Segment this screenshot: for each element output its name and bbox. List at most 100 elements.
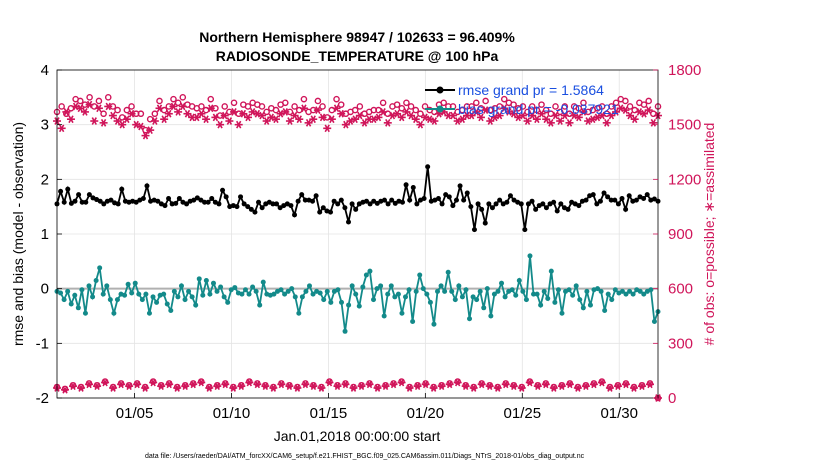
y-tick-label-right: 900 (668, 226, 693, 243)
rmse-point (425, 164, 431, 170)
obs-assimilated-marker (393, 109, 402, 118)
bias-point (321, 297, 327, 303)
obs-assimilated-marker (469, 384, 478, 392)
obs-assimilated-marker (213, 382, 222, 391)
bias-point (346, 302, 352, 308)
bias-point (399, 310, 405, 316)
rmse-point (601, 190, 607, 196)
obs-assimilated-marker (429, 384, 438, 392)
obs-possible-marker (582, 381, 590, 389)
obs-assimilated-marker (229, 384, 238, 392)
rmse-point (576, 203, 582, 209)
obs-assimilated-marker (155, 104, 164, 113)
obs-possible-marker (262, 381, 269, 389)
obs-assimilated-marker (220, 111, 229, 120)
obs-assimilated-marker (69, 382, 78, 391)
obs-assimilated-marker (532, 115, 541, 124)
rmse-point (346, 219, 352, 225)
rmse-point (302, 197, 308, 203)
bias-point (637, 288, 643, 294)
bias-point (545, 296, 551, 302)
bias-point (573, 283, 579, 289)
obs-assimilated-marker (122, 115, 131, 124)
obs-possible-marker (518, 383, 526, 391)
bias-point (509, 287, 515, 293)
rmse-point (497, 197, 503, 203)
bias-point (72, 292, 78, 298)
rmse-point (504, 199, 510, 205)
obs-assimilated-marker (221, 380, 230, 389)
rmse-point (86, 192, 92, 198)
obs-possible-marker (149, 378, 157, 385)
bias-point (484, 286, 490, 292)
rmse-point (482, 220, 488, 226)
obs-possible-marker (459, 106, 466, 114)
obs-possible-marker (375, 106, 382, 114)
bias-point (175, 294, 181, 300)
rmse-point (522, 227, 528, 233)
x-tick-label: 01/15 (310, 405, 348, 422)
obs-assimilated-marker (181, 382, 190, 391)
obs-assimilated-marker (589, 380, 598, 389)
obs-possible-marker (295, 106, 303, 114)
obs-possible-marker (574, 383, 582, 391)
rmse-point (615, 201, 621, 207)
legend-rmse-marker (436, 86, 444, 94)
obs-possible-marker (104, 94, 112, 101)
obs-possible-marker (646, 380, 654, 387)
bias-point (595, 286, 601, 292)
obs-assimilated-marker (449, 111, 458, 120)
obs-assimilated-marker (133, 380, 142, 389)
rmse-point (367, 201, 373, 207)
rmse-point (619, 195, 625, 201)
bias-point (367, 268, 373, 274)
obs-assimilated-marker (405, 384, 414, 392)
bias-point (395, 291, 401, 297)
obs-assimilated-marker (313, 106, 322, 114)
obs-assimilated-marker (104, 102, 113, 111)
obs-assimilated-marker (557, 382, 566, 391)
obs-possible-marker (90, 103, 98, 110)
rmse-point (612, 197, 618, 203)
bias-point (449, 288, 455, 294)
bias-point (146, 310, 152, 316)
rmse-point (605, 194, 611, 200)
obs-possible-marker (640, 101, 648, 108)
obs-possible-marker (462, 381, 469, 389)
bias-point (310, 291, 316, 297)
obs-assimilated-marker (62, 108, 71, 116)
obs-assimilated-marker (597, 378, 606, 387)
bias-point (328, 299, 334, 305)
y-tick-label-right: 1200 (668, 171, 701, 188)
bias-point (598, 288, 604, 294)
rmse-point (583, 197, 589, 203)
obs-possible-marker (114, 106, 121, 114)
obs-assimilated-marker (318, 113, 327, 122)
rmse-point (216, 201, 222, 207)
obs-assimilated-marker (445, 380, 454, 389)
legend-bias-marker (436, 105, 444, 113)
bias-point (65, 288, 71, 294)
obs-assimilated-marker (257, 111, 266, 120)
obs-possible-marker (550, 383, 558, 391)
obs-possible-marker (179, 94, 187, 101)
bias-point (93, 277, 99, 283)
obs-assimilated-marker (261, 382, 270, 391)
obs-possible-marker (422, 380, 429, 387)
obs-possible-marker (326, 378, 333, 385)
obs-assimilated-marker (581, 382, 590, 391)
obs-possible-marker (67, 104, 75, 112)
bias-point (417, 272, 423, 278)
obs-possible-marker (189, 380, 197, 387)
x-tick-label: 01/25 (504, 405, 542, 422)
obs-possible-marker (246, 378, 253, 385)
obs-possible-marker (294, 383, 301, 391)
obs-assimilated-marker (165, 380, 174, 389)
bias-point (303, 288, 309, 294)
y-tick-label-right: 1500 (668, 117, 701, 134)
bias-point (61, 297, 67, 303)
obs-assimilated-marker (80, 108, 89, 116)
y-tick-label-right: 300 (668, 335, 693, 352)
bias-point (82, 310, 88, 316)
bias-point (86, 283, 92, 289)
